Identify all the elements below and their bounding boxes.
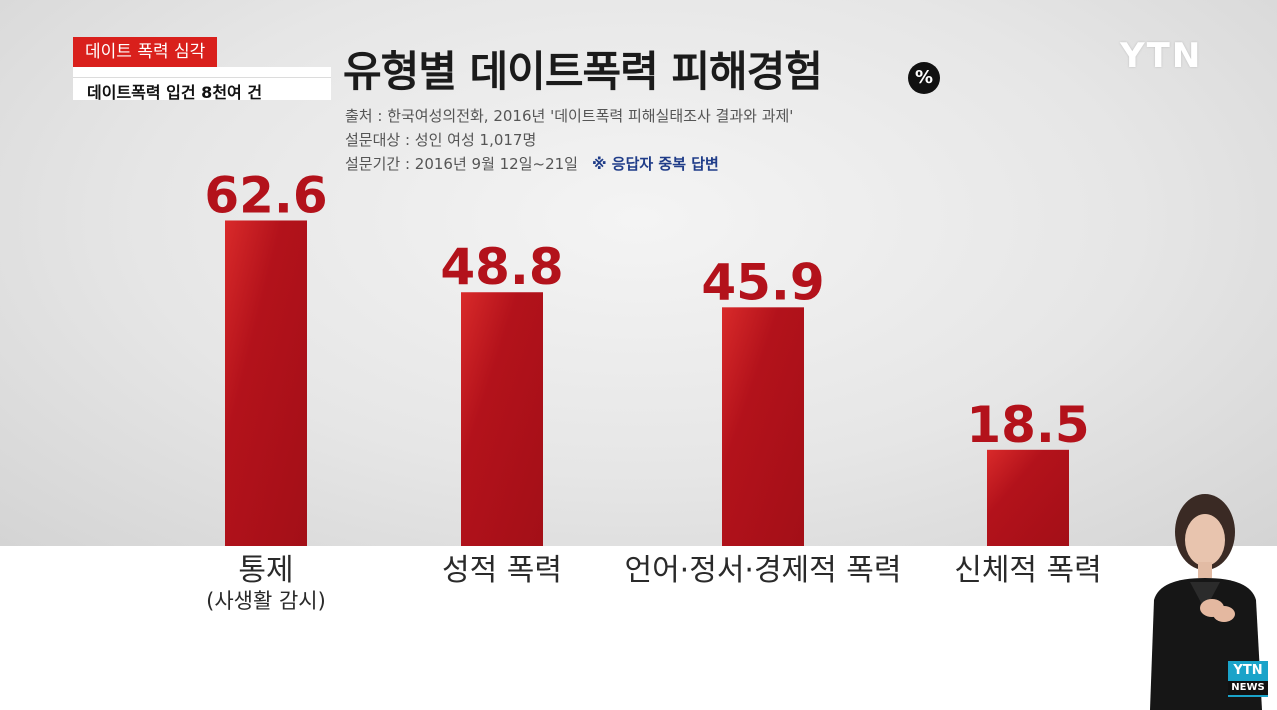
ticker-line: 데이트폭력 입건 8천여 건 (73, 78, 331, 100)
unit-badge: % (908, 62, 940, 94)
chart-floor (0, 546, 1277, 710)
ytn-news-badge: YTN NEWS (1228, 661, 1268, 697)
bar-1 (225, 220, 307, 547)
category-sublabel-1: (사생활 감시) (206, 589, 326, 613)
bar-value-label-3: 45.9 (701, 253, 824, 311)
category-label-4: 신체적 폭력 (954, 553, 1102, 588)
ytn-logo: YTN (1120, 36, 1203, 76)
category-label-1: 통제 (238, 553, 293, 588)
ticker-line-previous (73, 67, 331, 78)
bar-value-label-2: 48.8 (440, 238, 563, 296)
category-label-3: 언어·정서·경제적 폭력 (624, 553, 901, 588)
category-label-2: 성적 폭력 (442, 553, 562, 588)
bar-value-label-4: 18.5 (966, 396, 1089, 454)
survey-target-text: 설문대상 : 성인 여성 1,017명 (345, 131, 537, 149)
duplicate-answer-note: ※ 응답자 중복 답변 (592, 155, 719, 173)
ticker-tag: 데이트 폭력 심각 (73, 37, 218, 67)
survey-period-value: 설문기간 : 2016년 9월 12일~21일 (345, 155, 578, 173)
bar-value-label-1: 62.6 (204, 166, 327, 224)
chart-title: 유형별 데이트폭력 피해경험 (343, 47, 823, 96)
source-text: 출처 : 한국여성의전화, 2016년 '데이트폭력 피해실태조사 결과와 과제… (345, 107, 794, 125)
bar-4 (987, 449, 1069, 546)
bar-2 (461, 292, 543, 546)
bar-3 (722, 307, 804, 546)
survey-period-text: 설문기간 : 2016년 9월 12일~21일 ※ 응답자 중복 답변 (345, 153, 719, 174)
